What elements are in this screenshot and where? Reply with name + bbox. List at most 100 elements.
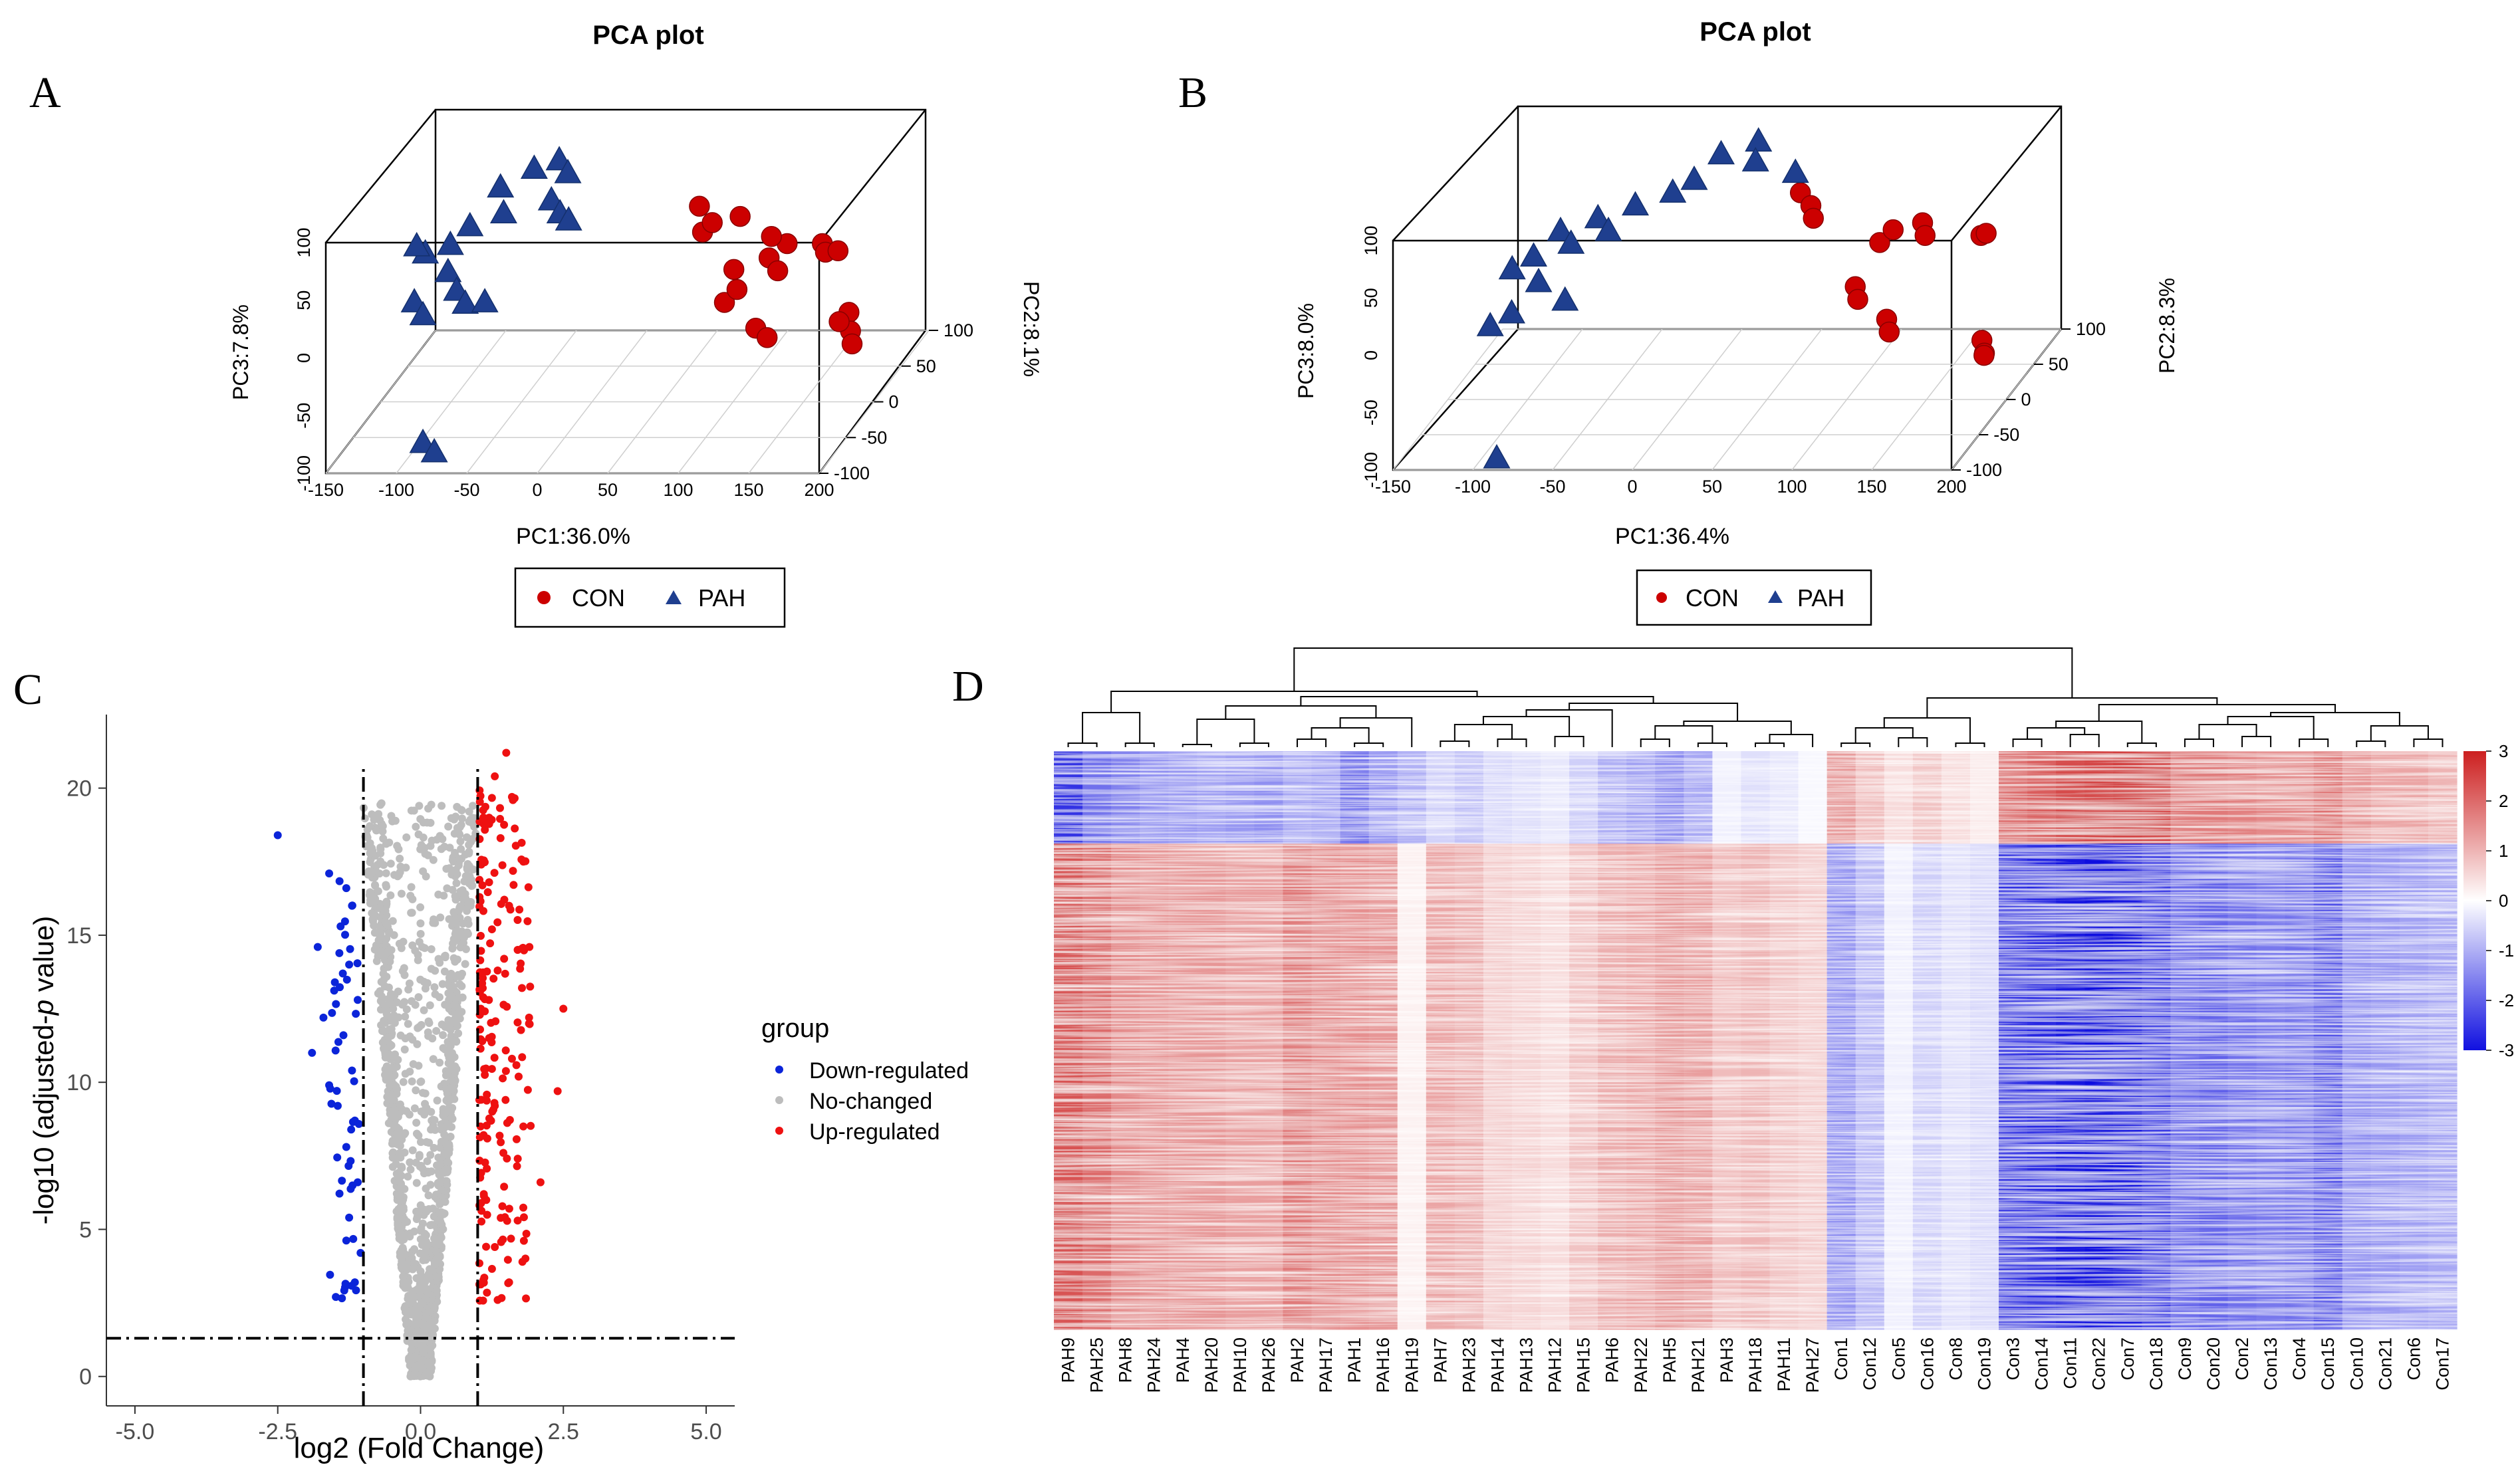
up-point (490, 1099, 499, 1107)
column-label: Con5 (1888, 1337, 1908, 1381)
down-point (348, 1117, 357, 1126)
legend-down-label: Down-regulated (809, 1058, 969, 1083)
up-point (487, 1264, 496, 1273)
nochange-point (443, 1046, 452, 1054)
nochange-point (433, 1096, 441, 1105)
down-point (339, 1031, 348, 1040)
pah-point (554, 158, 582, 183)
pca-a-zlabel: PC3:7.8% (229, 304, 253, 400)
up-point (479, 1296, 487, 1305)
nochange-point (429, 1055, 438, 1064)
up-point (509, 881, 518, 889)
nochange-point (438, 980, 447, 988)
nochange-point (408, 1035, 417, 1044)
nochange-point (420, 1345, 429, 1353)
nochange-point (427, 1295, 436, 1304)
heatmap-cell (2342, 844, 2372, 1330)
down-point (352, 1286, 360, 1295)
nochange-point (441, 1071, 450, 1080)
nochange-point (396, 1248, 404, 1257)
nochange-point (451, 1010, 460, 1019)
nochange-point (405, 1110, 414, 1119)
nochange-point (445, 1140, 453, 1149)
heatmap-cell (2170, 844, 2200, 1330)
nochange-point (382, 840, 390, 848)
up-point (499, 1074, 507, 1083)
nochange-point (449, 982, 457, 991)
up-point (483, 1288, 491, 1297)
column-label: Con1 (1831, 1337, 1851, 1381)
volcano-up-points (475, 748, 568, 1305)
heatmap-cell (1082, 844, 1112, 1330)
pah-point (403, 231, 431, 257)
nochange-point (439, 1031, 447, 1040)
nochange-point (445, 864, 453, 873)
nochange-point (426, 1001, 434, 1010)
volcano-xlabel: log2 (Fold Change) (294, 1432, 545, 1464)
legend-pah-label: PAH (1797, 584, 1844, 612)
nochange-point (455, 913, 464, 922)
heatmap-cell (1741, 751, 1771, 844)
up-point (513, 1216, 522, 1225)
up-point (518, 1053, 527, 1062)
panel-letter-b: B (1178, 68, 1208, 117)
y-tick-label: 0 (2021, 390, 2031, 409)
up-point (485, 1114, 493, 1123)
heatmap-cell (1827, 751, 1856, 844)
up-point (501, 1095, 510, 1104)
column-label: Con7 (2118, 1337, 2138, 1381)
up-point (479, 968, 487, 976)
nochange-point (449, 909, 458, 917)
up-point (490, 1054, 499, 1062)
nochange-point (430, 1324, 439, 1333)
nochange-point (453, 1003, 461, 1012)
column-label: PAH7 (1430, 1337, 1450, 1383)
floor-grid-line (1711, 328, 1823, 471)
heatmap-cell (1111, 751, 1140, 844)
y-tick-label: 10 (66, 1070, 92, 1095)
column-label: Con18 (2146, 1337, 2166, 1391)
column-label: Con6 (2404, 1337, 2424, 1381)
up-point (525, 1019, 533, 1028)
nochange-point (426, 818, 435, 827)
nochange-point (412, 1119, 421, 1127)
nochange-point (412, 1274, 421, 1282)
z-tick-label: 0 (1361, 350, 1381, 360)
x-tick-label: 150 (733, 480, 763, 500)
legend-pah-label: PAH (698, 584, 745, 612)
dendrogram-link (1300, 696, 1654, 706)
up-point (487, 1065, 496, 1074)
dendrogram-link (2069, 734, 2100, 747)
pah-point (1745, 127, 1773, 152)
heatmap-cell (1283, 751, 1313, 844)
down-point (348, 1181, 357, 1190)
up-point (481, 995, 489, 1004)
down-point (349, 1234, 358, 1243)
up-point (497, 1238, 505, 1246)
x-tick-label: -150 (1375, 477, 1411, 497)
legend-con-label: CON (572, 584, 625, 612)
nochange-point (455, 980, 464, 988)
dendrogram-link (2227, 716, 2315, 739)
y-tick-label: 0 (79, 1365, 92, 1390)
nochange-point (435, 993, 443, 1002)
nochange-point (412, 1086, 420, 1095)
column-label: PAH8 (1116, 1337, 1136, 1383)
pah-point (1594, 216, 1622, 241)
column-label: PAH9 (1059, 1337, 1078, 1383)
nochange-point (413, 1212, 422, 1221)
nochange-point (463, 863, 471, 871)
down-point (338, 1177, 346, 1185)
up-point (496, 834, 505, 842)
heatmap-cell (2399, 844, 2429, 1330)
volcano-legend-title: group (761, 1014, 829, 1043)
heatmap-colorbar: 3 2 1 0 -1 -2 -3 (2463, 741, 2514, 1060)
nochange-point (441, 1198, 449, 1206)
down-point (354, 996, 362, 1004)
up-point (505, 1204, 513, 1213)
nochange-point (433, 1241, 441, 1250)
x-tick-label: -5.0 (116, 1419, 155, 1444)
down-point (308, 1048, 316, 1057)
dendrogram-link (1840, 742, 1871, 747)
dendrogram-link (2184, 739, 2214, 747)
